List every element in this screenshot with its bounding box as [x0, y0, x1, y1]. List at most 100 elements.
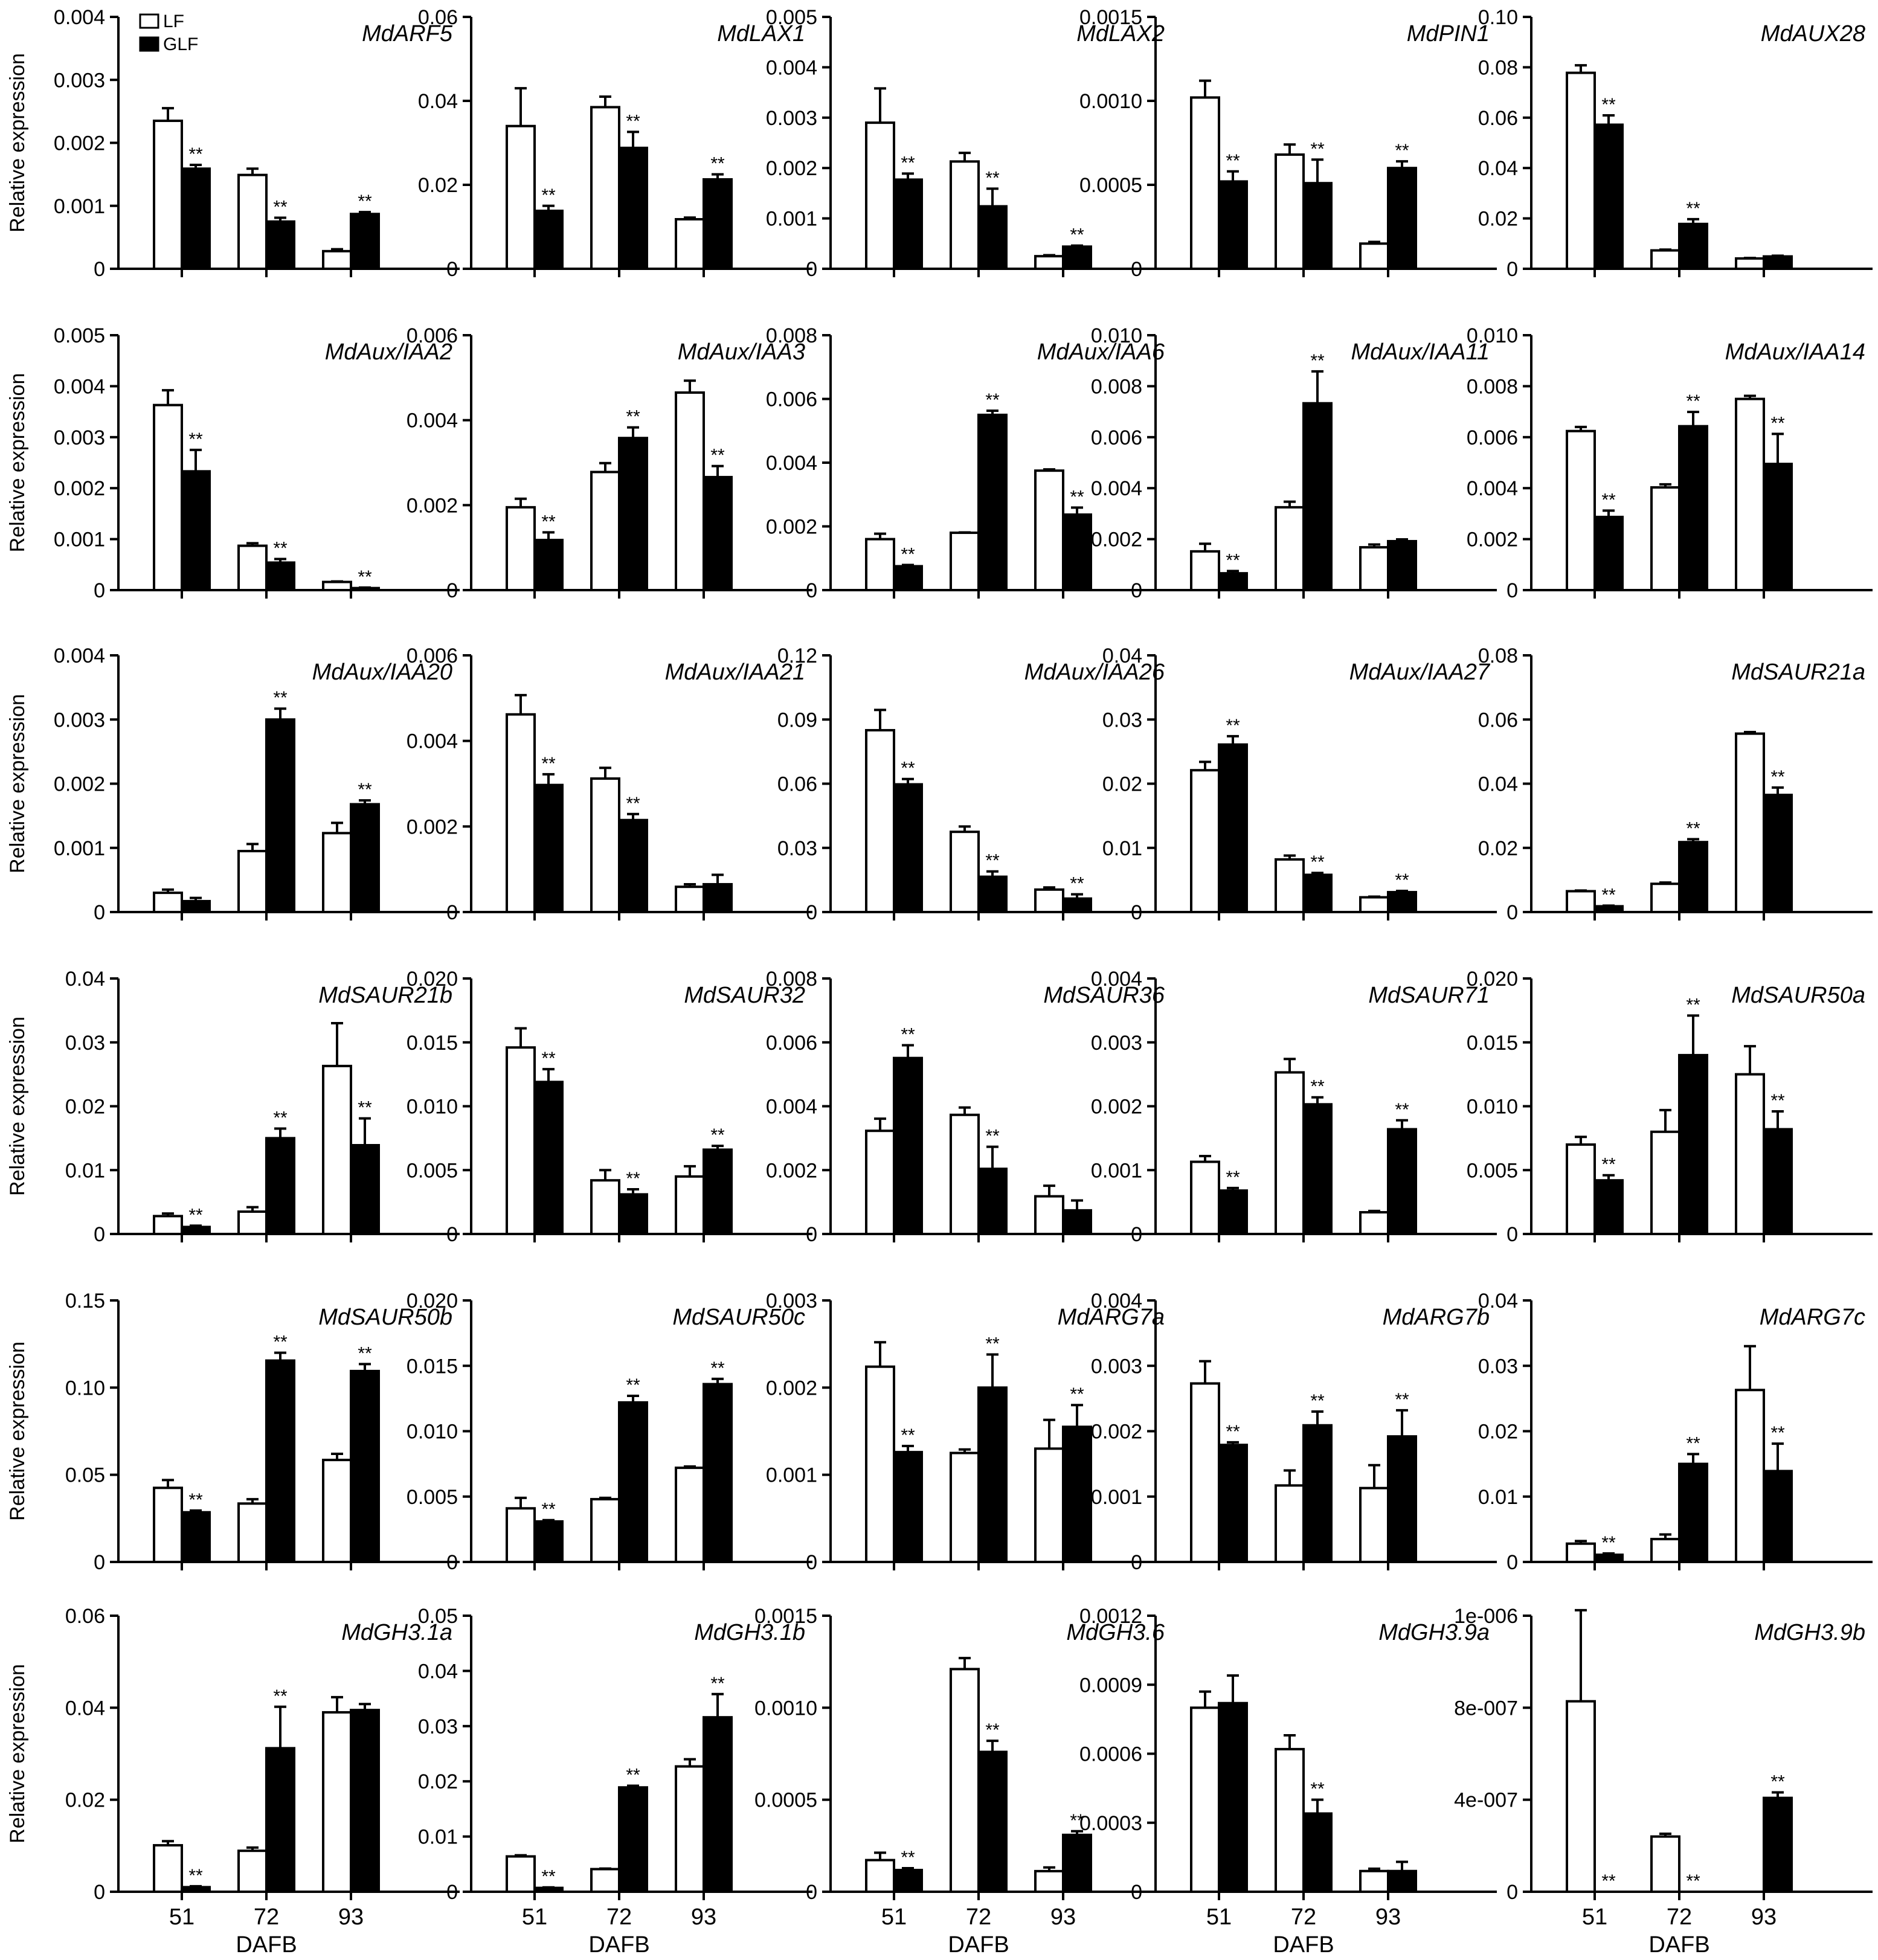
legend-swatch-glf [139, 36, 159, 52]
bar-glf [1302, 873, 1333, 913]
chart-title: MdARG7c [1760, 1305, 1865, 1330]
panel-1: 0 0.02 0.04 0.06 MdLAX1 ** ** ** [418, 6, 812, 281]
chart-title: MdAux/IAA14 [1725, 339, 1865, 365]
legend-label-lf: LF [163, 11, 184, 31]
y-tick-label: 0 [806, 1881, 817, 1904]
y-tick-label: 0.004 [1091, 968, 1142, 991]
y-tick-label: 0.15 [65, 1290, 105, 1313]
y-tick-label: 0 [1131, 1881, 1142, 1904]
chart-title: MdSAUR50a [1731, 983, 1865, 1008]
y-tick-label: 0 [1131, 1223, 1142, 1246]
bar-lf [322, 1459, 352, 1563]
bar-glf [265, 1359, 295, 1564]
y-tick-label: 0.008 [1091, 375, 1142, 398]
y-tick-label: 8e-007 [1454, 1697, 1518, 1720]
chart-panels: 0 0.001 0.002 0.003 0.004 MdARF5 ** ** ** 0 0.02 0.… [6, 6, 1873, 1958]
bar-glf [977, 1168, 1008, 1236]
y-tick-label: 0.002 [766, 1377, 817, 1399]
x-tick-label: 72 [1291, 1904, 1316, 1930]
panel-29: 0 4e-007 8e-007 1e-006 51 72 93 DAFB MdGH3.9b ** *… [1454, 1605, 1873, 1958]
bar-lf [1190, 769, 1220, 913]
bar-glf [1387, 539, 1417, 592]
y-tick-label: 0.03 [777, 837, 817, 860]
panel-22: 0 0.001 0.002 0.003 MdARG7a ** ** ** [766, 1290, 1172, 1574]
significance-mark: ** [541, 1867, 556, 1887]
bar-glf [1593, 123, 1624, 270]
significance-mark: ** [1770, 1772, 1785, 1791]
significance-mark: ** [1070, 1811, 1084, 1831]
chart-title: MdAux/IAA11 [1351, 339, 1490, 365]
bar-glf [533, 210, 564, 270]
panel-20: 0 0.05 0.10 0.15 MdSAUR50b ** ** ** [65, 1290, 460, 1574]
y-tick-label: 0 [446, 258, 458, 281]
bar-lf [1275, 1484, 1305, 1563]
y-tick-label: 0.0005 [1079, 174, 1142, 197]
x-tick-label: 72 [966, 1904, 991, 1930]
bar-lf [950, 1451, 980, 1563]
y-tick-label: 0.020 [1467, 968, 1518, 991]
y-tick-label: 0.05 [418, 1605, 458, 1628]
y-tick-label: 0.08 [1478, 644, 1518, 667]
y-tick-label: 0 [1131, 579, 1142, 602]
chart-title: MdPIN1 [1407, 21, 1490, 47]
significance-mark: ** [188, 144, 203, 164]
chart-title: MdAux/IAA6 [1037, 339, 1165, 365]
significance-mark: ** [901, 544, 915, 564]
y-tick-label: 0.002 [1091, 1421, 1142, 1444]
significance-mark: ** [1395, 141, 1409, 161]
bar-glf [1302, 182, 1333, 270]
y-tick-label: 0.003 [766, 1290, 817, 1313]
panel-8: 0 0.002 0.004 0.006 0.008 0.010 MdAux/IAA11 ** *… [1091, 324, 1497, 602]
bar-glf [1678, 222, 1708, 270]
y-tick-label: 0.008 [766, 968, 817, 991]
y-tick-label: 0.04 [1478, 1290, 1518, 1313]
panel-28: 0 0.0003 0.0006 0.0009 0.0012 51 72 93 DAFB MdGH3… [1079, 1605, 1497, 1958]
y-tick-label: 0.002 [766, 516, 817, 539]
y-tick-label: 0.015 [1467, 1032, 1518, 1055]
bar-lf [1735, 397, 1765, 591]
significance-mark: ** [1601, 885, 1616, 905]
significance-mark: ** [1226, 1168, 1240, 1187]
bar-glf [181, 899, 211, 913]
bar-glf [1387, 1869, 1417, 1894]
chart-title: MdLAX2 [1076, 21, 1165, 47]
significance-mark: ** [1226, 716, 1240, 736]
bar-lf [322, 1064, 352, 1235]
bar-glf [181, 1886, 211, 1893]
y-tick-label: 0.0003 [1079, 1812, 1142, 1835]
bar-lf [1735, 732, 1765, 913]
bar-glf [618, 1401, 648, 1564]
x-tick-label: 93 [338, 1904, 364, 1930]
bar-lf [865, 728, 895, 914]
significance-mark: ** [273, 1332, 288, 1352]
significance-mark: ** [273, 688, 288, 708]
y-axis-title: Relative expression [6, 694, 29, 873]
bar-glf [350, 803, 380, 913]
significance-mark: ** [626, 111, 640, 131]
y-tick-label: 0.001 [1091, 1486, 1142, 1509]
bar-lf [1190, 550, 1220, 592]
bar-glf [977, 875, 1008, 913]
y-tick-label: 0 [1131, 901, 1142, 924]
y-tick-label: 0.002 [766, 1159, 817, 1182]
significance-mark: ** [901, 1425, 915, 1445]
bar-glf [618, 818, 648, 914]
y-tick-label: 0.002 [1467, 529, 1518, 551]
bar-lf [506, 1507, 536, 1564]
panel-27: 0 0.0005 0.0010 0.0015 51 72 93 DAFB MdGH3.6 ** **… [754, 1605, 1172, 1958]
bar-lf [1034, 255, 1064, 270]
significance-mark: ** [1686, 391, 1700, 411]
significance-mark: ** [1310, 139, 1325, 159]
y-tick-label: 0.010 [407, 1096, 458, 1119]
y-tick-label: 0.04 [1102, 644, 1142, 667]
bar-glf [1302, 1424, 1333, 1564]
panel-14: 0 0.02 0.04 0.06 0.08 MdSAUR21a ** ** ** [1478, 644, 1873, 924]
bar-lf [1650, 1130, 1680, 1236]
chart-title: MdARF5 [362, 21, 453, 47]
x-tick-label: 93 [1375, 1904, 1401, 1930]
bar-lf [865, 1859, 895, 1894]
significance-mark: ** [358, 1343, 372, 1363]
significance-mark: ** [710, 1674, 725, 1694]
y-tick-label: 0.015 [407, 1032, 458, 1055]
chart-title: MdSAUR50c [672, 1305, 805, 1330]
